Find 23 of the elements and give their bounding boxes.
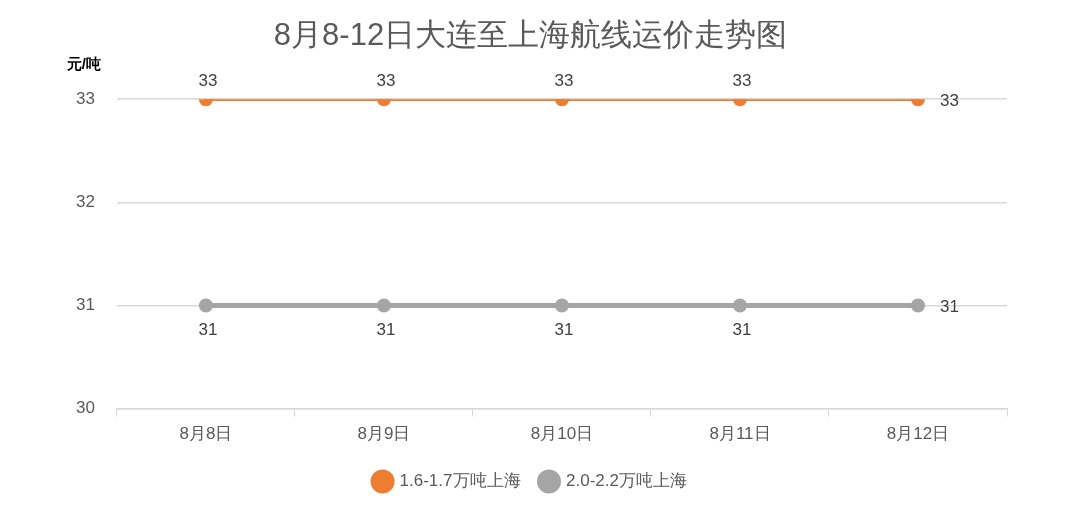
chart-title: 8月8-12日大连至上海航线运价走势图 xyxy=(273,17,788,53)
legend-label: 2.0-2.2万吨上海 xyxy=(566,471,687,491)
y-tick-label: 33 xyxy=(75,88,95,108)
x-tick-label: 8月8日 xyxy=(179,424,233,444)
data-label: 31 xyxy=(939,297,959,317)
data-label: 33 xyxy=(198,71,218,91)
x-tick-label: 8月10日 xyxy=(530,424,594,444)
data-label: 31 xyxy=(198,319,218,339)
x-tick-label: 8月9日 xyxy=(357,424,411,444)
data-label: 31 xyxy=(554,319,574,339)
data-label: 31 xyxy=(732,319,752,339)
legend-label: 1.6-1.7万吨上海 xyxy=(399,471,521,491)
y-tick-label: 31 xyxy=(75,295,95,315)
data-label: 33 xyxy=(732,71,752,91)
data-label: 33 xyxy=(554,71,574,91)
x-tick-label: 8月12日 xyxy=(886,424,950,444)
data-label: 33 xyxy=(939,90,959,110)
x-tick-label: 8月11日 xyxy=(709,424,771,444)
y-axis-title: 元/吨 xyxy=(65,55,101,73)
data-label: 31 xyxy=(376,319,396,339)
data-label: 33 xyxy=(376,71,396,91)
y-tick-label: 32 xyxy=(75,192,95,212)
y-tick-label: 30 xyxy=(75,398,95,418)
